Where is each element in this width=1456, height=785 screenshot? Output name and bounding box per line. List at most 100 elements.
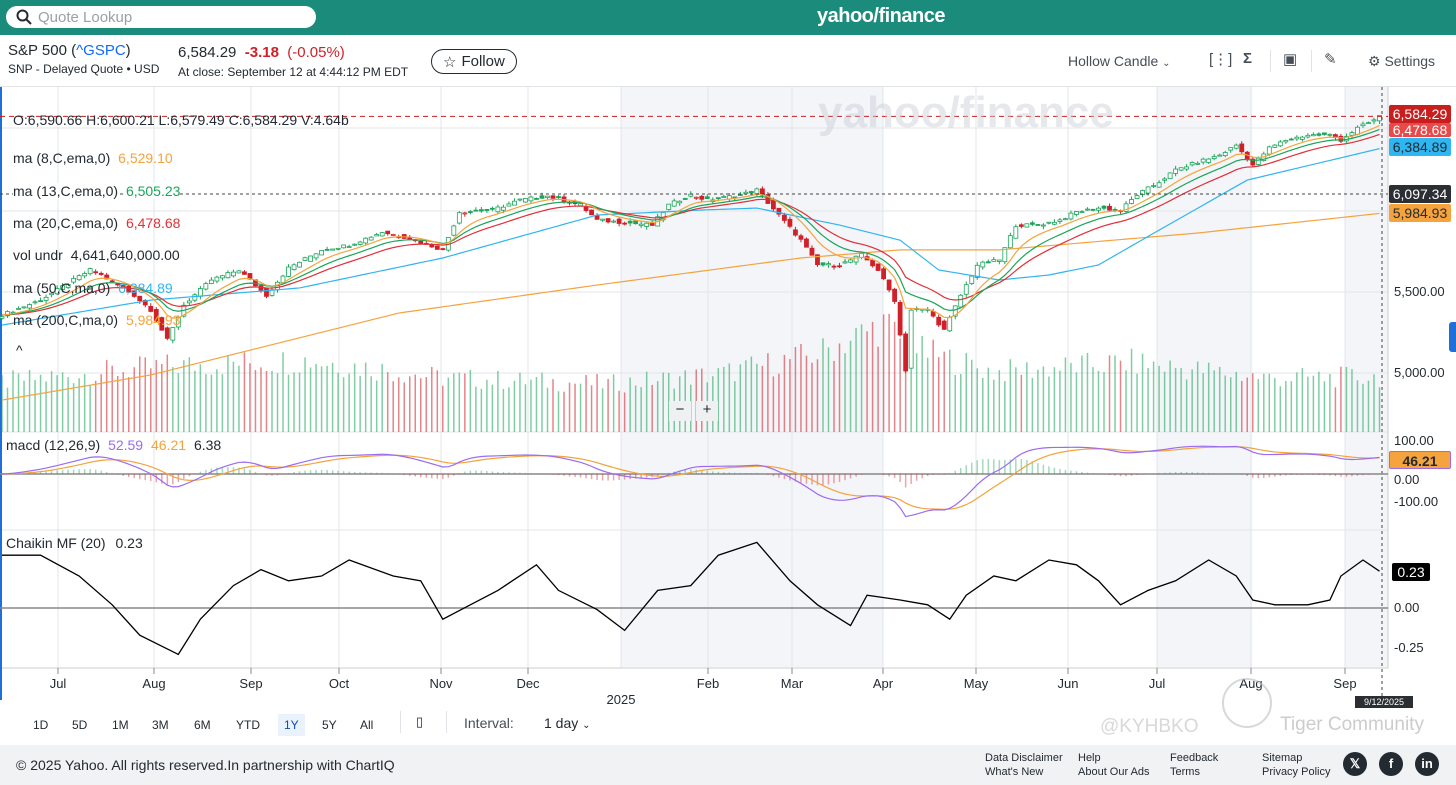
- footer: [0, 745, 1456, 785]
- candle-body: [357, 241, 363, 245]
- ma200-tag: 5,984.93: [1389, 204, 1451, 222]
- candle-body: [170, 327, 176, 341]
- footer-link-privacy[interactable]: Privacy Policy: [1262, 766, 1331, 778]
- candle-body: [352, 243, 358, 246]
- expand-panel-tab[interactable]: [1449, 322, 1456, 352]
- x-axis-month-label: Feb: [696, 676, 720, 691]
- candle-body: [638, 223, 644, 226]
- candle-body: [501, 206, 506, 211]
- chaikin-mf-line: [2, 541, 1380, 656]
- follow-button[interactable]: ☆ Follow: [431, 49, 517, 74]
- range-button-ytd[interactable]: YTD: [236, 718, 260, 732]
- chart-canvas[interactable]: [0, 0, 1456, 745]
- candle-body: [963, 284, 969, 295]
- top-bar: yahoo/finance: [0, 0, 1456, 35]
- interval-dropdown[interactable]: 1 day ⌄: [544, 715, 591, 731]
- legend-chaikin[interactable]: Chaikin MF (20) 0.23: [6, 535, 143, 551]
- ma13-line: [1, 128, 1380, 316]
- legend-ma13[interactable]: ma (13,C,ema,0) 6,505.23: [13, 183, 181, 199]
- candle-body: [1151, 185, 1156, 187]
- zoom-out-button[interactable]: −: [669, 401, 691, 421]
- candle-body: [38, 300, 43, 303]
- legend-ma200[interactable]: ma (200,C,ma,0) 5,984.93: [13, 312, 181, 328]
- candle-body: [93, 271, 99, 274]
- candle-body: [627, 220, 633, 224]
- candle-body: [1074, 211, 1079, 215]
- chart-type-dropdown[interactable]: Hollow Candle ⌄: [1068, 53, 1171, 69]
- candle-body: [748, 191, 754, 194]
- legend-ma20[interactable]: ma (20,C,ema,0) 6,478.68: [13, 215, 181, 231]
- copyright: © 2025 Yahoo. All rights reserved.In par…: [16, 757, 395, 773]
- range-button-1m[interactable]: 1M: [112, 718, 129, 732]
- candle-body: [506, 203, 512, 207]
- footer-link-feedback[interactable]: Feedback: [1170, 752, 1219, 764]
- candle-body: [87, 268, 93, 275]
- footer-link-terms[interactable]: Terms: [1170, 766, 1200, 778]
- candle-body: [495, 206, 501, 213]
- range-button-6m[interactable]: 6M: [194, 718, 211, 732]
- range-button-1d[interactable]: 1D: [33, 718, 49, 732]
- draw-pencil-icon[interactable]: ✎: [1324, 51, 1337, 68]
- collapse-legend-icon[interactable]: ^: [16, 342, 23, 358]
- candle-body: [1206, 158, 1212, 163]
- candle-body: [313, 253, 319, 259]
- linkedin-icon[interactable]: in: [1415, 752, 1439, 776]
- yahoo-finance-logo[interactable]: yahoo/finance: [817, 5, 945, 27]
- footer-link-sitemap[interactable]: Sitemap: [1262, 752, 1303, 764]
- candle-body: [881, 268, 886, 280]
- candle-body: [633, 220, 639, 225]
- candle-body: [456, 212, 462, 224]
- range-button-all[interactable]: All: [360, 718, 374, 732]
- candle-body: [385, 230, 391, 235]
- legend-macd[interactable]: macd (12,26,9) 52.59 46.21 6.38: [6, 437, 222, 453]
- candle-body: [1250, 158, 1256, 166]
- range-button-1y[interactable]: 1Y: [278, 714, 305, 736]
- candle-body: [1338, 135, 1344, 142]
- quote-lookup-search[interactable]: [6, 6, 316, 28]
- legend-volume[interactable]: vol undr 4,641,640,000.00: [13, 247, 180, 263]
- quote-symbol[interactable]: ^GSPC: [76, 42, 126, 59]
- candle-body: [1327, 133, 1333, 136]
- candle-body: [1079, 211, 1085, 214]
- candle-body: [528, 196, 534, 202]
- date-picker-calendar-icon[interactable]: ▯: [416, 714, 424, 729]
- footer-link-help[interactable]: Help: [1078, 752, 1101, 764]
- compare-icon[interactable]: [⋮]: [1209, 51, 1233, 68]
- legend-ma8[interactable]: ma (8,C,ema,0) 6,529.10: [13, 150, 173, 166]
- footer-link-about-ads[interactable]: About Our Ads: [1078, 766, 1150, 778]
- settings-button[interactable]: ⚙ Settings: [1368, 53, 1436, 69]
- tiger-community-watermark: Tiger Community: [1280, 714, 1424, 735]
- search-icon: [16, 9, 32, 25]
- candle-body: [126, 285, 132, 293]
- candle-body: [875, 263, 881, 271]
- range-button-5d[interactable]: 5D: [72, 718, 88, 732]
- range-button-3m[interactable]: 3M: [152, 718, 169, 732]
- candle-body: [947, 316, 953, 332]
- quote-change: -3.18: [244, 44, 279, 61]
- range-button-5y[interactable]: 5Y: [322, 718, 337, 732]
- footer-link-data-disclaimer[interactable]: Data Disclaimer: [985, 752, 1063, 764]
- candle-body: [346, 246, 352, 248]
- zoom-in-button[interactable]: +: [696, 401, 718, 421]
- divider: [446, 711, 447, 733]
- quote-lookup-input[interactable]: [38, 8, 298, 26]
- candle-body: [1239, 143, 1245, 153]
- legend-ma50[interactable]: ma (50,C,ma,0) 6,384.89: [13, 280, 173, 296]
- last-price-tag: 6,584.29: [1389, 105, 1451, 123]
- footer-link-whats-new[interactable]: What's New: [985, 766, 1044, 778]
- candle-body: [677, 200, 683, 204]
- candle-body: [330, 248, 336, 251]
- quote-change-pct: (-0.05%): [287, 44, 345, 61]
- axis-label: -100.00: [1394, 494, 1439, 509]
- facebook-icon[interactable]: f: [1379, 752, 1403, 776]
- candle-body: [578, 203, 583, 207]
- candle-body: [809, 247, 815, 256]
- yahoo-finance-watermark: yahoo/finance: [818, 88, 1114, 137]
- x-axis-month-label: Jul: [49, 676, 67, 691]
- candle-body: [605, 218, 611, 223]
- indicators-sigma-icon[interactable]: Σ: [1243, 50, 1253, 67]
- x-twitter-icon[interactable]: 𝕏: [1343, 752, 1367, 776]
- calendar-icon[interactable]: ▣: [1283, 51, 1298, 68]
- candle-body: [164, 327, 170, 339]
- candle-body: [1316, 133, 1322, 136]
